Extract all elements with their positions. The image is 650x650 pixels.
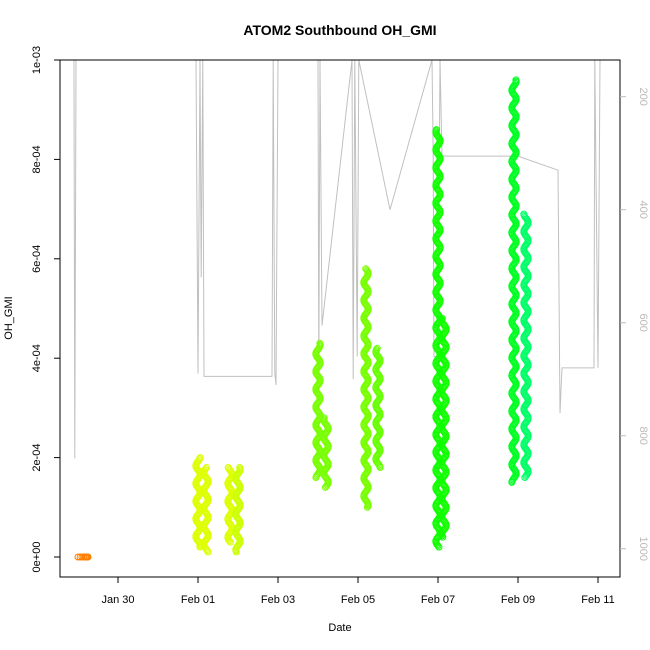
data-point xyxy=(320,414,328,422)
y-axis: 0e+00 2e-04 4e-04 6e-04 8e-04 1e-03 xyxy=(31,46,60,573)
data-point xyxy=(637,496,643,502)
x-tick-label: Jan 30 xyxy=(101,594,134,606)
data-point xyxy=(636,457,642,463)
data-point xyxy=(433,126,440,134)
data-point xyxy=(637,498,643,504)
x-tick-label: Feb 09 xyxy=(501,594,535,606)
chart-title: ATOM2 Southbound OH_GMI xyxy=(243,22,436,38)
right-tick-label: 600 xyxy=(637,314,649,332)
data-point xyxy=(636,493,642,499)
x-axis-label: Date xyxy=(328,622,351,634)
data-point xyxy=(633,488,639,494)
data-point xyxy=(634,473,640,479)
y-tick-label: 2e-04 xyxy=(31,444,43,472)
right-tick-label: 1000 xyxy=(637,537,649,561)
x-tick-label: Feb 11 xyxy=(581,594,614,606)
right-axis: 200 400 600 800 1000 xyxy=(620,88,649,561)
data-point xyxy=(634,484,640,490)
data-point xyxy=(236,464,244,471)
data-point xyxy=(634,472,640,478)
data-point xyxy=(633,486,639,492)
data-point xyxy=(438,314,446,322)
data-point xyxy=(316,339,324,347)
data-point xyxy=(633,470,639,476)
data-points-layer xyxy=(74,76,643,561)
data-point xyxy=(637,495,643,501)
right-tick-label: 400 xyxy=(637,201,649,219)
y-tick-label: 6e-04 xyxy=(31,245,43,273)
plot-area-clip-group xyxy=(73,60,643,561)
y-tick-label: 8e-04 xyxy=(31,145,43,173)
data-point xyxy=(636,463,642,469)
data-point xyxy=(637,480,643,486)
data-point xyxy=(636,481,642,487)
data-point xyxy=(637,458,643,464)
data-point xyxy=(512,76,520,84)
pressure-trace-line xyxy=(73,60,601,459)
x-axis: Jan 30 Feb 01 Feb 03 Feb 05 Feb 07 Feb 09 Feb … xyxy=(101,577,615,606)
data-point xyxy=(633,487,639,493)
data-point xyxy=(636,475,642,481)
data-point xyxy=(84,553,92,561)
data-point xyxy=(373,344,381,352)
right-tick-label: 200 xyxy=(637,88,649,106)
data-point xyxy=(633,469,639,475)
data-point xyxy=(203,464,210,471)
data-point xyxy=(637,462,643,468)
data-point xyxy=(637,478,643,484)
data-point xyxy=(362,265,370,273)
x-tick-label: Feb 01 xyxy=(181,594,215,606)
data-point xyxy=(635,482,641,488)
x-tick-label: Feb 07 xyxy=(421,594,455,606)
y-axis-label: OH_GMI xyxy=(3,296,15,339)
data-point xyxy=(224,464,232,471)
pressure-trace-layer xyxy=(73,60,601,459)
data-point xyxy=(634,455,640,461)
data-point xyxy=(634,467,640,473)
x-tick-label: Feb 05 xyxy=(341,594,375,606)
data-point xyxy=(637,459,643,465)
data-point xyxy=(635,492,641,498)
right-tick-label: 800 xyxy=(637,427,649,445)
data-point xyxy=(202,465,210,473)
plot-frame xyxy=(59,59,621,578)
data-point xyxy=(373,346,380,353)
data-point xyxy=(637,476,643,482)
data-point xyxy=(634,491,640,497)
data-point xyxy=(637,479,643,485)
x-tick-label: Feb 03 xyxy=(261,594,295,606)
data-point xyxy=(196,454,204,462)
data-point xyxy=(637,497,643,503)
data-point xyxy=(635,464,641,470)
data-point xyxy=(633,468,639,474)
data-point xyxy=(363,266,371,274)
data-point xyxy=(634,485,640,491)
data-point xyxy=(637,461,643,467)
data-point xyxy=(636,499,642,505)
data-point xyxy=(635,456,641,462)
data-point xyxy=(634,490,640,496)
y-tick-label: 0e+00 xyxy=(31,542,43,573)
data-point xyxy=(635,474,641,480)
data-point xyxy=(520,210,528,218)
y-tick-label: 4e-04 xyxy=(31,344,43,372)
y-tick-label: 1e-03 xyxy=(31,46,43,74)
data-point xyxy=(634,466,640,472)
